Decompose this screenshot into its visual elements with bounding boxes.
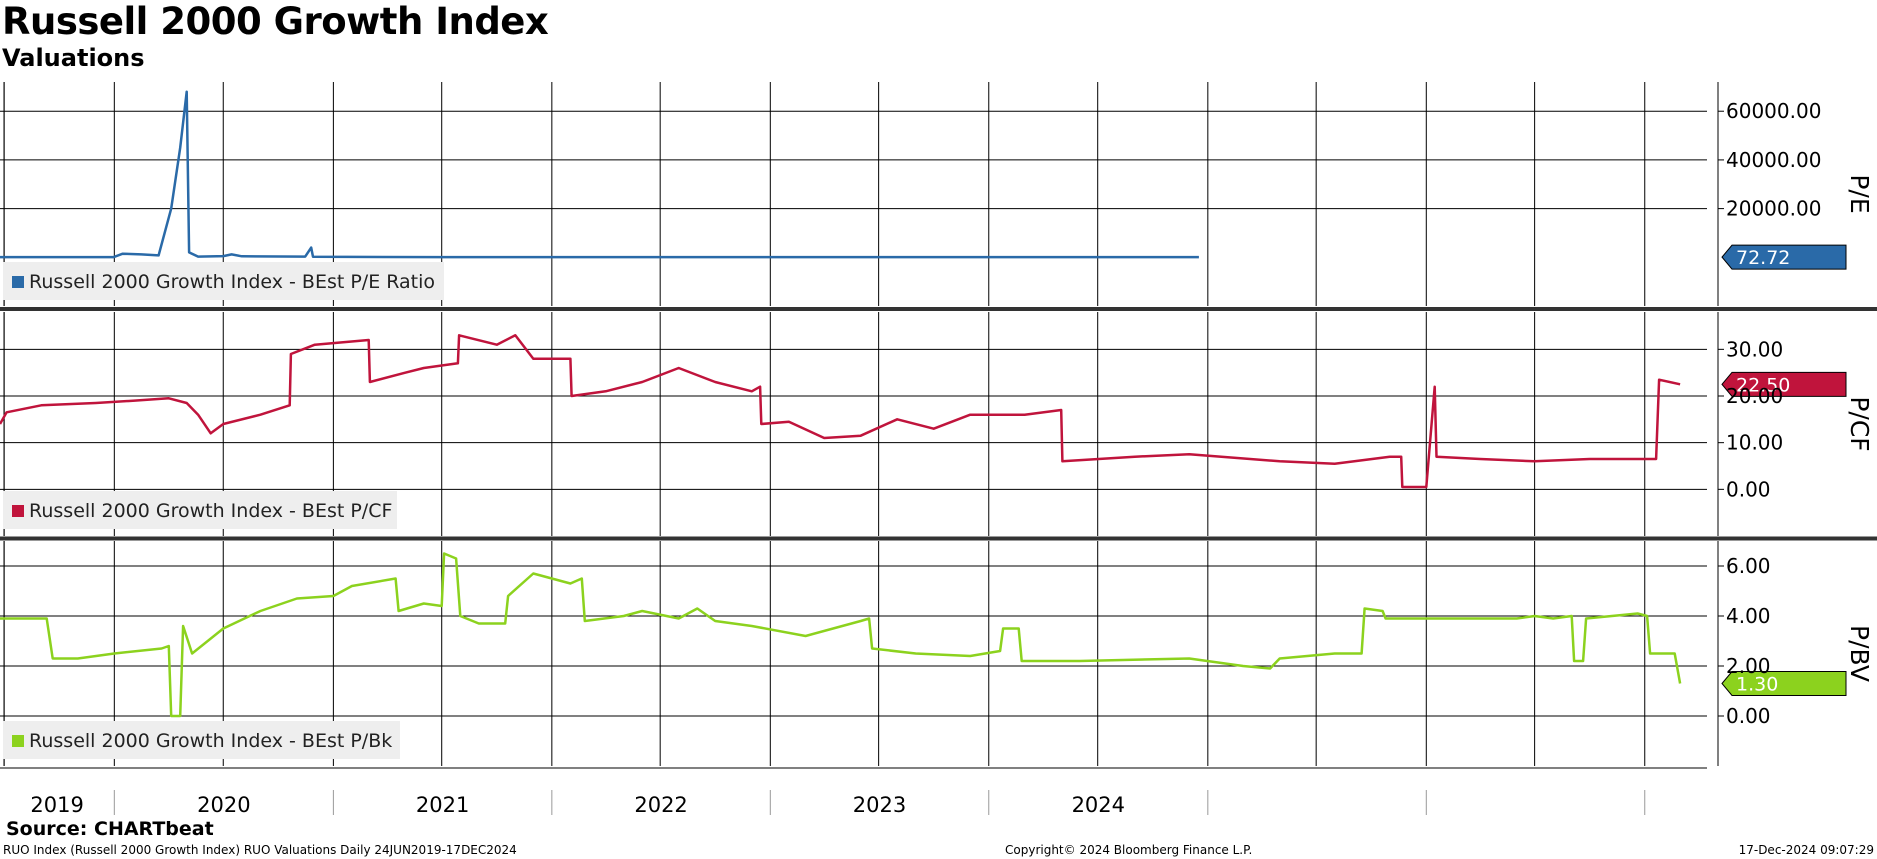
legend-box bbox=[3, 262, 444, 300]
y-axis-label: P/E bbox=[1845, 174, 1874, 213]
footer-security-info: RUO Index (Russell 2000 Growth Index) RU… bbox=[3, 843, 517, 857]
last-value-label: 22.50 bbox=[1736, 374, 1790, 396]
legend-swatch bbox=[12, 505, 24, 517]
y-axis-label: P/CF bbox=[1845, 396, 1874, 451]
chart-title: Russell 2000 Growth Index bbox=[2, 0, 549, 43]
y-tick-label: 10.00 bbox=[1726, 431, 1783, 455]
y-tick-label: 30.00 bbox=[1726, 337, 1783, 361]
series-line bbox=[0, 334, 1681, 489]
legend-entry: Russell 2000 Growth Index - BEst P/E Rat… bbox=[29, 271, 435, 293]
series-line bbox=[0, 90, 1199, 259]
legend-box bbox=[3, 721, 400, 759]
legend-entry: Russell 2000 Growth Index - BEst P/Bk bbox=[29, 730, 392, 752]
y-axis-label: P/BV bbox=[1845, 625, 1874, 682]
series-line bbox=[0, 552, 1682, 718]
source-label: Source: CHARTbeat bbox=[6, 818, 214, 840]
last-value-tag bbox=[1721, 671, 1847, 696]
footer-timestamp: 17-Dec-2024 09:07:29 bbox=[1738, 843, 1874, 857]
footer-copyright: Copyright© 2024 Bloomberg Finance L.P. bbox=[1005, 843, 1253, 857]
y-tick-label: 40000.00 bbox=[1726, 148, 1821, 172]
legend-box bbox=[3, 491, 397, 529]
y-tick-label: 0.00 bbox=[1726, 477, 1771, 501]
chart-subtitle: Valuations bbox=[2, 44, 145, 72]
y-tick-label: 4.00 bbox=[1726, 604, 1771, 628]
x-tick-label: 2022 bbox=[634, 793, 687, 817]
x-tick-label: 2024 bbox=[1072, 793, 1125, 817]
x-tick-label: 2023 bbox=[853, 793, 906, 817]
last-value-label: 72.72 bbox=[1736, 247, 1790, 269]
x-tick-label: 2019 bbox=[30, 793, 83, 817]
last-value-label: 1.30 bbox=[1736, 674, 1778, 696]
y-tick-label: 0.00 bbox=[1726, 704, 1771, 728]
x-tick-label: 2021 bbox=[416, 793, 469, 817]
last-value-tag bbox=[1721, 244, 1847, 270]
y-tick-label: 2.00 bbox=[1726, 654, 1771, 678]
legend-swatch bbox=[12, 735, 24, 747]
x-tick-label: 2020 bbox=[197, 793, 250, 817]
last-value-tag bbox=[1721, 371, 1847, 397]
y-tick-label: 20000.00 bbox=[1726, 197, 1821, 221]
legend-entry: Russell 2000 Growth Index - BEst P/CF bbox=[29, 500, 392, 522]
y-tick-label: 60000.00 bbox=[1726, 99, 1821, 123]
legend-swatch bbox=[12, 276, 24, 288]
y-tick-label: 20.00 bbox=[1726, 384, 1783, 408]
y-tick-label: 6.00 bbox=[1726, 554, 1771, 578]
